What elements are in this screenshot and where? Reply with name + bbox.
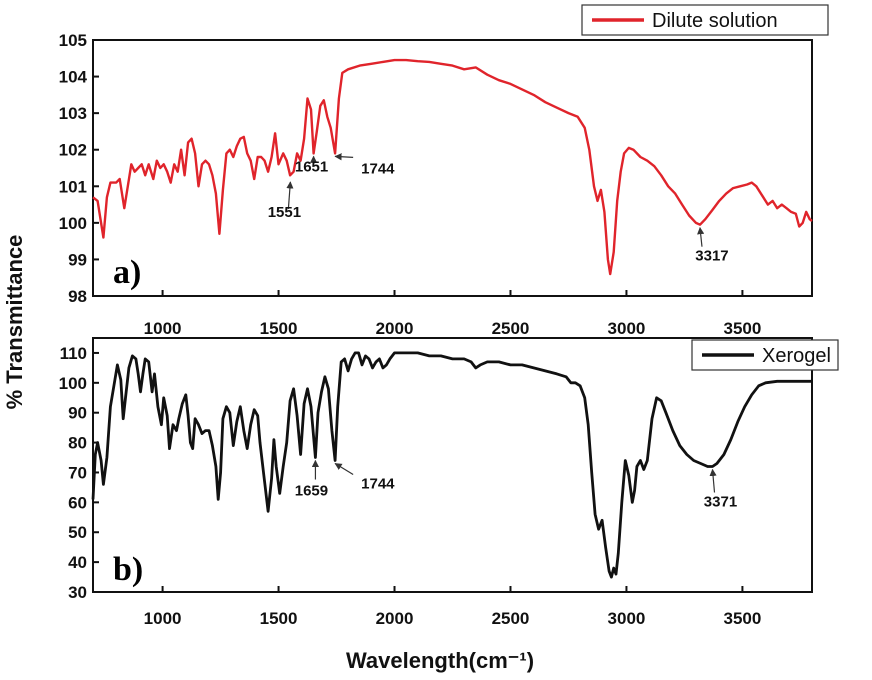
y-tick-label: 100 [59, 374, 87, 393]
panel-label-a: a) [113, 254, 141, 291]
y-tick-label: 40 [68, 553, 87, 572]
plot-frame-b [92, 337, 813, 593]
y-tick-label: 110 [60, 344, 87, 363]
peak-annotation: 1744 [334, 463, 395, 493]
y-tick-label: 80 [68, 434, 87, 453]
annotation-label: 1744 [361, 160, 395, 177]
peak-annotation: 1651 [295, 155, 328, 175]
peak-annotations-a: 1551 1651 1744 3317 [268, 153, 729, 265]
annotation-arrow [334, 153, 354, 161]
x-tick-label: 2500 [492, 609, 530, 628]
annotation-label: 1551 [268, 204, 301, 221]
panel-a: 98 99 100 101 102 103 104 105 1000 1500 2000 2500 3… [59, 4, 829, 338]
annotation-arrow [697, 226, 705, 247]
x-tick-label: 3500 [724, 609, 762, 628]
y-tick-label: 98 [68, 287, 87, 306]
peak-annotation: 1744 [334, 153, 395, 177]
y-tick-label: 105 [59, 31, 87, 50]
y-tick-label: 30 [68, 583, 87, 602]
x-tick-label: 2000 [376, 609, 414, 628]
annotation-label: 3317 [695, 248, 728, 265]
annotation-arrow [286, 181, 294, 210]
y-tick-label: 90 [68, 404, 87, 423]
x-axis-ticks-a: 1000 1500 2000 2500 3000 3500 [144, 290, 762, 338]
y-tick-label: 100 [59, 214, 87, 233]
x-tick-label: 3000 [608, 609, 646, 628]
x-tick-label: 1000 [144, 319, 182, 338]
legend-b: Xerogel [691, 339, 839, 371]
y-axis-title: % Transmittance [2, 235, 27, 410]
y-tick-label: 104 [59, 68, 88, 87]
legend-label-xerogel: Xerogel [762, 345, 831, 367]
x-axis-title: Wavelength(cm⁻¹) [346, 648, 534, 673]
series-line-xerogel [91, 351, 812, 579]
annotation-label: 1744 [361, 476, 395, 493]
x-tick-label: 3000 [608, 319, 646, 338]
series-line-dilute-solution [92, 58, 813, 276]
x-tick-label: 3500 [724, 319, 762, 338]
y-axis-ticks-a: 98 99 100 101 102 103 104 105 [59, 31, 99, 306]
annotation-label: 3371 [704, 493, 737, 510]
y-tick-label: 50 [68, 523, 87, 542]
peak-annotation: 3317 [695, 226, 729, 265]
peak-annotation: 3371 [704, 468, 737, 510]
y-tick-label: 102 [59, 141, 87, 160]
annotation-arrow [709, 468, 717, 493]
y-tick-label: 99 [68, 250, 87, 269]
peak-annotations-b: 1659 1744 3371 [295, 459, 737, 510]
panel-label-b: b) [113, 551, 143, 588]
annotation-arrow [334, 463, 354, 476]
y-tick-label: 60 [68, 493, 87, 512]
peak-annotation: 1551 [268, 181, 301, 221]
y-tick-label: 70 [68, 463, 87, 482]
x-tick-label: 1000 [144, 609, 182, 628]
annotation-label: 1659 [295, 483, 328, 500]
peak-annotation: 1659 [295, 459, 328, 500]
legend-label-dilute-solution: Dilute solution [652, 10, 778, 32]
x-tick-label: 2000 [376, 319, 414, 338]
x-tick-label: 1500 [260, 609, 298, 628]
panel-b: 30 40 50 60 70 80 90 100 110 1000 1500 2000 2500 300… [59, 337, 839, 628]
x-tick-label: 1500 [260, 319, 298, 338]
x-axis-ticks-b: 1000 1500 2000 2500 3000 3500 [144, 586, 762, 628]
x-tick-label: 2500 [492, 319, 530, 338]
annotation-label: 1651 [295, 158, 328, 175]
y-tick-label: 103 [59, 104, 87, 123]
plot-frame-a [92, 39, 813, 297]
legend-a: Dilute solution [581, 4, 829, 36]
y-tick-label: 101 [59, 177, 87, 196]
